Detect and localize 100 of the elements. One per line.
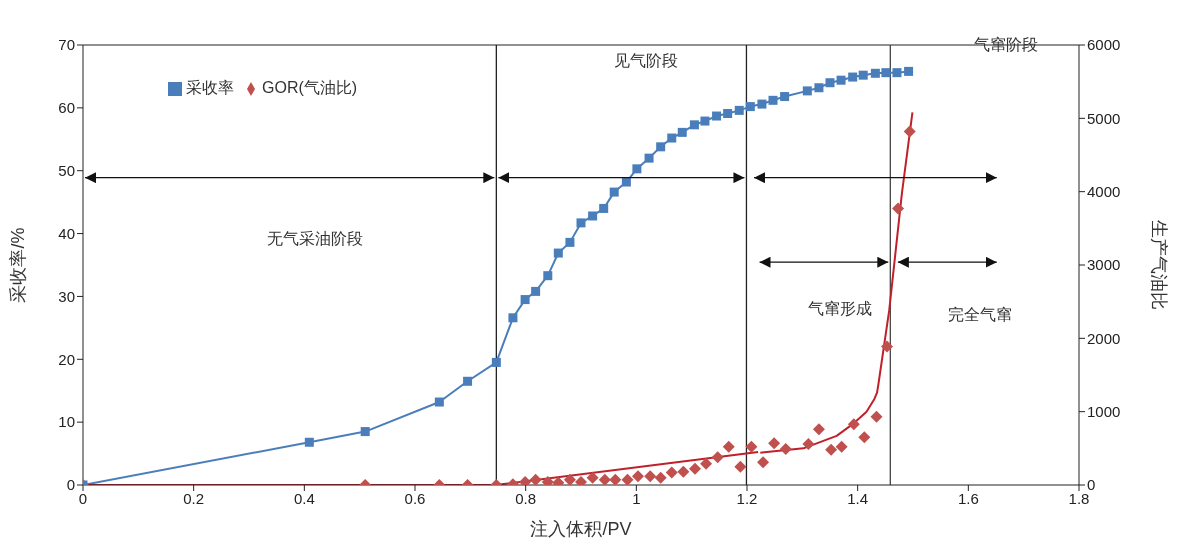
point xyxy=(434,397,444,407)
point xyxy=(745,102,755,112)
y2-tick-label: 4000 xyxy=(1087,182,1121,200)
point xyxy=(491,357,501,367)
point xyxy=(892,202,905,215)
point xyxy=(360,427,370,437)
x-tick-label: 0.4 xyxy=(293,489,315,507)
point xyxy=(565,237,575,247)
point xyxy=(892,68,902,78)
y-tick-label: 20 xyxy=(58,350,75,368)
point xyxy=(576,218,586,228)
point xyxy=(667,133,677,143)
y-tick-label: 40 xyxy=(58,224,75,242)
point xyxy=(734,105,744,115)
y2-tick-label: 1000 xyxy=(1087,402,1121,420)
y-tick-label: 30 xyxy=(58,287,75,305)
point xyxy=(768,437,781,450)
point xyxy=(688,462,701,475)
point xyxy=(780,92,790,102)
point xyxy=(543,271,553,281)
point xyxy=(621,177,631,187)
point xyxy=(599,203,609,213)
x-tick-label: 1 xyxy=(632,489,641,507)
point xyxy=(531,286,541,296)
point xyxy=(711,451,724,464)
y-tick-label: 70 xyxy=(58,36,75,54)
y-tick-label: 10 xyxy=(58,413,75,431)
point xyxy=(825,443,838,456)
point xyxy=(768,95,778,105)
point xyxy=(304,437,314,447)
point xyxy=(712,111,722,121)
point xyxy=(812,423,825,436)
point xyxy=(463,376,473,386)
point xyxy=(836,75,846,85)
point xyxy=(563,473,576,485)
point xyxy=(609,473,622,485)
annotation: 完全气窜 xyxy=(948,306,1012,323)
y2-axis-title: 生产气油比 xyxy=(1148,220,1169,310)
point xyxy=(880,340,893,353)
y2-tick-label: 5000 xyxy=(1087,109,1121,127)
point xyxy=(848,72,858,82)
y2-tick-label: 3000 xyxy=(1087,256,1121,274)
x-tick-label: 0.6 xyxy=(404,489,426,507)
y-tick-label: 0 xyxy=(66,476,75,494)
y2-tick-label: 6000 xyxy=(1087,36,1121,54)
point xyxy=(508,313,518,323)
point xyxy=(553,248,563,258)
annotation: 无气采油阶段 xyxy=(267,230,363,247)
point xyxy=(847,418,860,431)
point xyxy=(621,473,634,485)
point xyxy=(802,437,815,450)
point xyxy=(858,431,871,444)
point xyxy=(520,295,530,305)
x-tick-label: 1.2 xyxy=(736,489,758,507)
point xyxy=(723,109,733,119)
x-tick-label: 0.2 xyxy=(183,489,205,507)
point xyxy=(656,142,666,152)
y-tick-label: 60 xyxy=(58,99,75,117)
x-axis-title: 注入体积/PV xyxy=(530,519,632,539)
point xyxy=(881,68,891,78)
point xyxy=(654,471,667,484)
point xyxy=(677,127,687,137)
y2-tick-label: 2000 xyxy=(1087,329,1121,347)
point xyxy=(734,460,747,473)
point xyxy=(598,473,611,485)
x-tick-label: 1.4 xyxy=(847,489,869,507)
point xyxy=(689,120,699,130)
point xyxy=(757,456,770,469)
point xyxy=(677,465,690,478)
point xyxy=(588,211,598,221)
point xyxy=(802,86,812,96)
point xyxy=(700,116,710,126)
point xyxy=(529,473,542,485)
point xyxy=(644,470,657,483)
point xyxy=(700,457,713,470)
point xyxy=(665,466,678,479)
point xyxy=(632,164,642,174)
point xyxy=(745,440,758,453)
legend-label: GOR(气油比) xyxy=(262,79,358,96)
point xyxy=(903,125,916,138)
point xyxy=(609,187,619,197)
x-tick-label: 0.8 xyxy=(515,489,537,507)
point xyxy=(757,99,767,109)
annotation: 见气阶段 xyxy=(614,52,678,69)
legend-label: 采收率 xyxy=(186,79,234,96)
point xyxy=(631,470,644,483)
x-tick-label: 0 xyxy=(78,489,88,507)
point xyxy=(858,70,868,80)
y-tick-label: 50 xyxy=(58,162,75,180)
x-tick-label: 1.6 xyxy=(957,489,979,507)
point xyxy=(870,68,880,78)
point xyxy=(870,410,883,423)
point xyxy=(904,66,914,76)
point xyxy=(825,78,835,88)
y2-tick-label: 0 xyxy=(1087,476,1096,494)
point xyxy=(722,440,735,453)
annotation: 气窜阶段 xyxy=(974,36,1038,53)
point xyxy=(779,443,792,456)
y-axis-title: 采收率/% xyxy=(8,227,29,303)
point xyxy=(835,440,848,453)
